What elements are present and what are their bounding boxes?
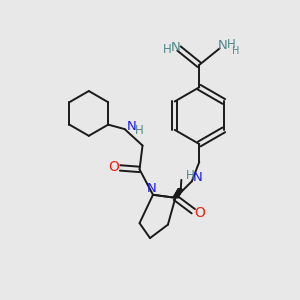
Text: N: N <box>147 182 156 195</box>
Text: O: O <box>109 160 120 174</box>
Text: N: N <box>170 41 180 54</box>
Text: H: H <box>135 124 143 137</box>
Text: H: H <box>232 46 240 56</box>
Text: H: H <box>163 44 172 56</box>
Text: H: H <box>227 38 236 51</box>
Text: N: N <box>127 120 137 133</box>
Text: N: N <box>218 39 227 52</box>
Text: H: H <box>186 169 195 182</box>
Text: O: O <box>194 206 205 220</box>
Text: N: N <box>193 171 203 184</box>
